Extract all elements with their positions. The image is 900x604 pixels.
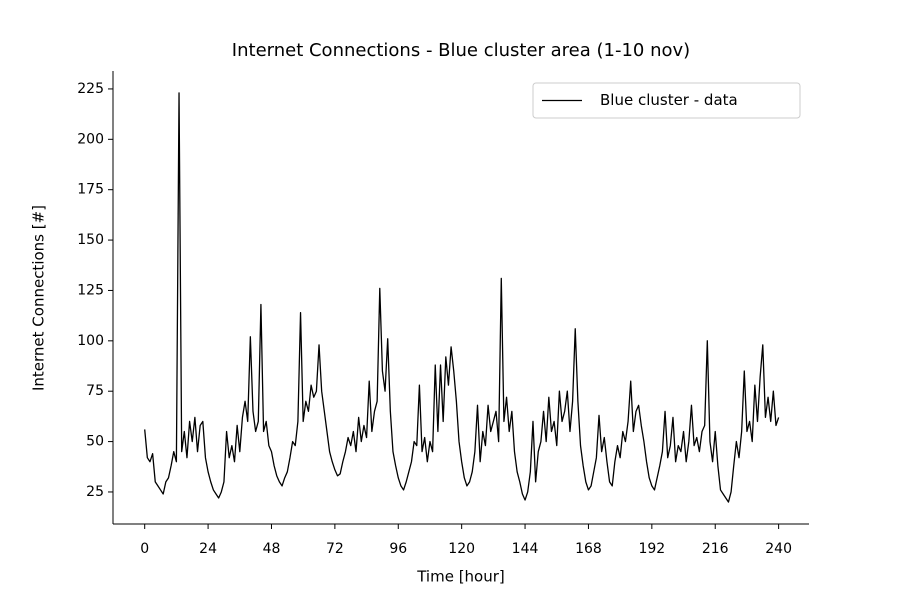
y-tick-label: 225 [77, 81, 104, 97]
x-tick-label: 216 [702, 541, 729, 557]
x-tick-label: 96 [389, 541, 407, 557]
x-tick-label: 192 [638, 541, 665, 557]
x-tick-label: 168 [575, 541, 602, 557]
y-tick-label: 150 [77, 232, 104, 248]
y-tick-label: 200 [77, 131, 104, 147]
chart-title: Internet Connections - Blue cluster area… [232, 40, 690, 61]
legend-box [532, 82, 801, 119]
x-axis-label: Time [hour] [416, 568, 505, 586]
data-line [144, 92, 780, 503]
y-axis-label: Internet Connections [#] [30, 205, 48, 391]
x-tick-label: 72 [326, 541, 344, 557]
y-tick-label: 100 [77, 333, 104, 349]
x-tick-label: 120 [448, 541, 475, 557]
y-tick-label: 125 [77, 282, 104, 298]
x-tick-label: 144 [512, 541, 539, 557]
y-tick-label: 50 [86, 434, 104, 450]
x-tick-label: 240 [765, 541, 792, 557]
x-tick-label: 48 [263, 541, 281, 557]
y-tick-label: 175 [77, 182, 104, 198]
y-tick-label: 25 [86, 484, 104, 500]
y-tick-label: 75 [86, 383, 104, 399]
legend-label: Blue cluster - data [600, 91, 738, 109]
x-tick-label: 24 [199, 541, 217, 557]
x-tick-label: 0 [140, 541, 149, 557]
